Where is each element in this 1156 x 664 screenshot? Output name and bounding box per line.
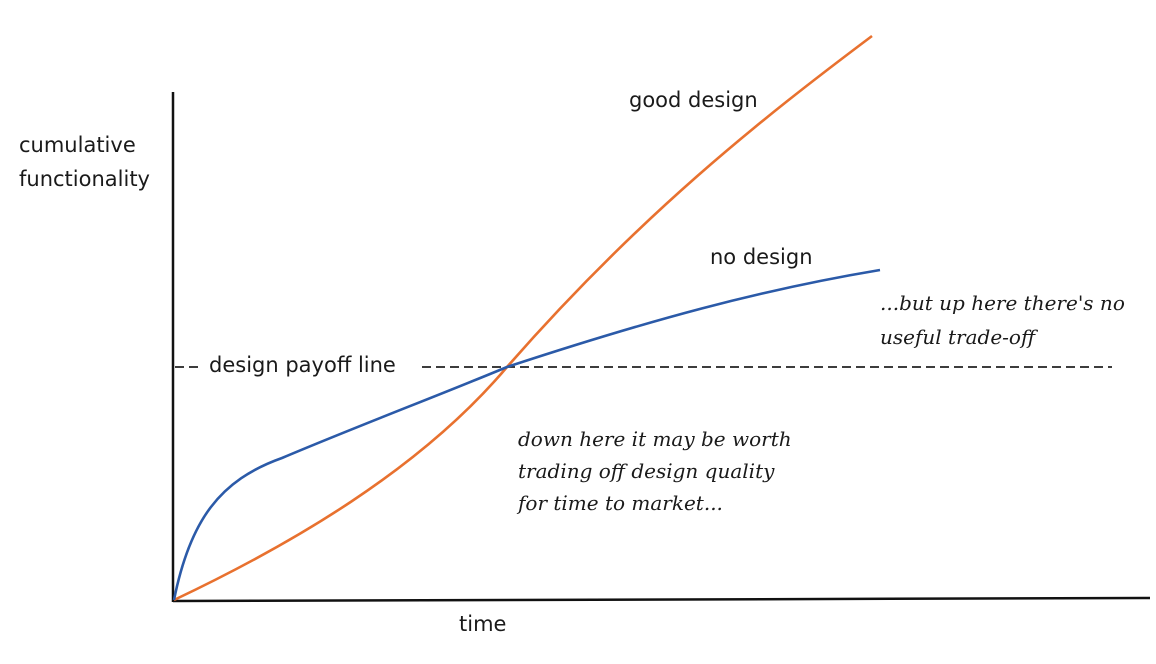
no-design-curve — [172, 268, 881, 601]
good-design-label: good design — [629, 88, 758, 112]
good-design-curve — [173, 34, 873, 602]
annotation-above-line-2: useful trade-off — [880, 325, 1039, 349]
no-design-label: no design — [710, 245, 813, 269]
y-axis-label-line-2: functionality — [19, 167, 150, 191]
y-axis-label-line-1: cumulative — [19, 133, 136, 157]
annotation-below-line-3: for time to market... — [516, 491, 723, 515]
annotation-below-line-1: down here it may be worth — [518, 427, 792, 451]
annotation-below-line-2: trading off design quality — [518, 459, 775, 483]
x-axis-label: time — [459, 612, 506, 636]
annotation-above-line-1: ...but up here there's no — [880, 291, 1125, 315]
x-axis — [172, 596, 1151, 603]
payoff-line-label: design payoff line — [209, 353, 396, 377]
